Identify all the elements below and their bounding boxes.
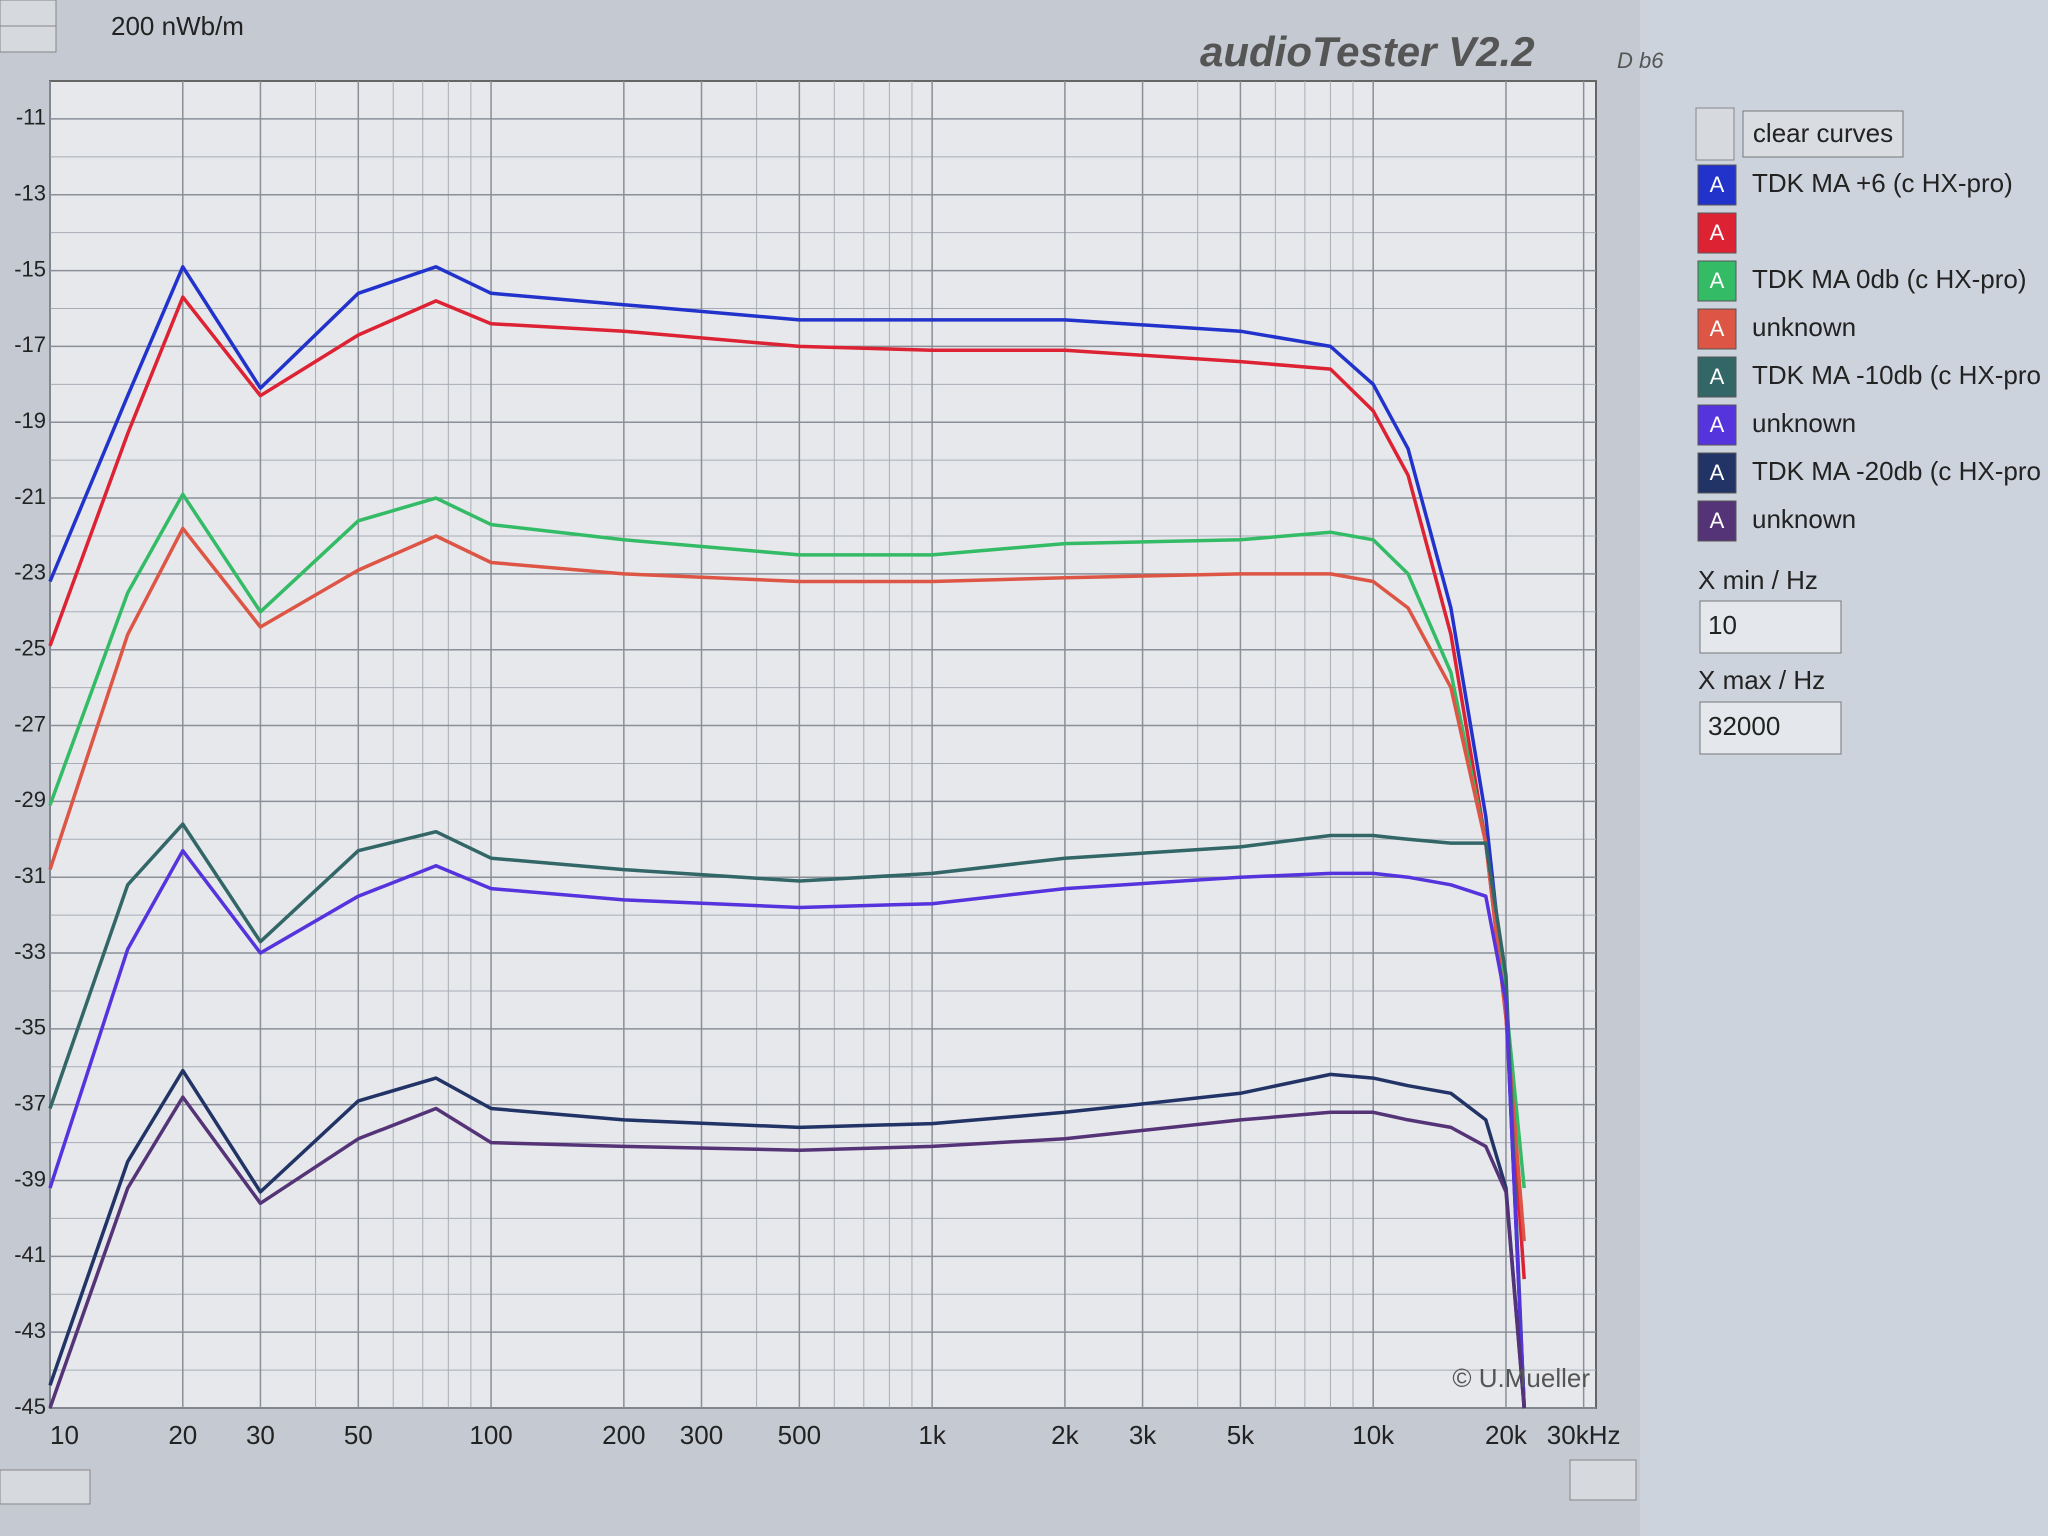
y-tick-label: -31 [14, 863, 46, 888]
curve-button[interactable] [1697, 260, 1737, 302]
x-tick-label: 30kHz [1547, 1420, 1621, 1450]
xmax-input[interactable] [1699, 701, 1842, 755]
curve-button-label: A [1710, 364, 1725, 389]
curve-button[interactable] [1697, 164, 1737, 206]
curve [48, 265, 1526, 1409]
y-tick-label: -21 [14, 484, 46, 509]
curve-button-label: A [1710, 220, 1725, 245]
y-tick-label: -37 [14, 1090, 46, 1115]
app-build: D b6 [1617, 48, 1664, 73]
curve [48, 848, 1526, 1409]
curve-button[interactable] [1697, 212, 1737, 254]
y-tick-label: -25 [14, 636, 46, 661]
curve [48, 295, 1526, 1280]
y-tick-label: -39 [14, 1166, 46, 1191]
x-tick-label: 30 [246, 1420, 275, 1450]
x-tick-label: 50 [344, 1420, 373, 1450]
curve-button[interactable] [1697, 500, 1737, 542]
curve-button-label: A [1710, 268, 1725, 293]
x-tick-label: 10k [1352, 1420, 1395, 1450]
plot-area [49, 80, 1597, 1409]
curve-button-label: A [1710, 316, 1725, 341]
legend-label: unknown [1752, 504, 1856, 534]
curve [48, 822, 1526, 1409]
x-tick-label: 3k [1129, 1420, 1157, 1450]
curve [48, 1095, 1526, 1409]
x-tick-label: 2k [1051, 1420, 1079, 1450]
x-tick-label: 10 [50, 1420, 79, 1450]
curve-button[interactable] [1697, 356, 1737, 398]
curve-button-label: A [1710, 172, 1725, 197]
y-tick-label: -15 [14, 256, 46, 281]
x-tick-label: 20 [168, 1420, 197, 1450]
clear-curves-label: clear curves [1753, 118, 1893, 148]
legend-label: TDK MA -10db (c HX-pro [1752, 360, 2041, 390]
curve-button[interactable] [1697, 452, 1737, 494]
curve [48, 526, 1526, 1242]
curve [48, 492, 1526, 1189]
x-tick-label: 200 [602, 1420, 645, 1450]
y-tick-label: -11 [16, 105, 46, 130]
y-tick-label: -23 [14, 560, 46, 585]
xmin-input[interactable] [1699, 600, 1842, 654]
curve [48, 1068, 1526, 1409]
copyright: © U.Mueller [1452, 1363, 1590, 1393]
y-tick-label: -29 [14, 787, 46, 812]
left-scroll[interactable] [0, 1469, 91, 1505]
x-tick-label: 300 [680, 1420, 723, 1450]
clear-curves-button[interactable] [1742, 110, 1904, 158]
legend-label: unknown [1752, 408, 1856, 438]
xmax-value: 32000 [1708, 711, 1780, 741]
xmax-label: X max / Hz [1698, 665, 1825, 695]
curve-button-label: A [1710, 460, 1725, 485]
x-tick-label: 5k [1227, 1420, 1255, 1450]
legend-label: TDK MA 0db (c HX-pro) [1752, 264, 2027, 294]
side-panel [1640, 0, 2048, 1536]
legend-label: unknown [1752, 312, 1856, 342]
xmin-label: X min / Hz [1698, 565, 1818, 595]
curve-button-label: A [1710, 508, 1725, 533]
curve-button[interactable] [1697, 404, 1737, 446]
y-tick-label: -43 [14, 1318, 46, 1343]
legend-label: TDK MA +6 (c HX-pro) [1752, 168, 2013, 198]
y-tick-label: -13 [14, 181, 46, 206]
app-title: audioTester V2.2 [1200, 28, 1535, 75]
scale-label: 200 nWb/m [111, 11, 244, 41]
y-tick-label: -35 [14, 1015, 46, 1040]
y-tick-label: -17 [14, 332, 46, 357]
legend-label: TDK MA -20db (c HX-pro [1752, 456, 2041, 486]
x-tick-label: 100 [469, 1420, 512, 1450]
curve-button-label: A [1710, 412, 1725, 437]
xmin-value: 10 [1708, 610, 1737, 640]
x-tick-label: 500 [778, 1420, 821, 1450]
curve-spinner[interactable] [1695, 107, 1735, 161]
x-tick-label: 1k [918, 1420, 946, 1450]
y-tick-label: -19 [14, 408, 46, 433]
y-tick-label: -27 [14, 711, 46, 736]
y-tick-label: -41 [14, 1242, 46, 1267]
x-tick-label: 20k [1485, 1420, 1528, 1450]
y-tick-label: -33 [14, 939, 46, 964]
plot [48, 80, 1597, 1409]
curve-button[interactable] [1697, 308, 1737, 350]
y-tick-label: -45 [14, 1394, 46, 1419]
right-scroll[interactable] [1569, 1459, 1637, 1501]
